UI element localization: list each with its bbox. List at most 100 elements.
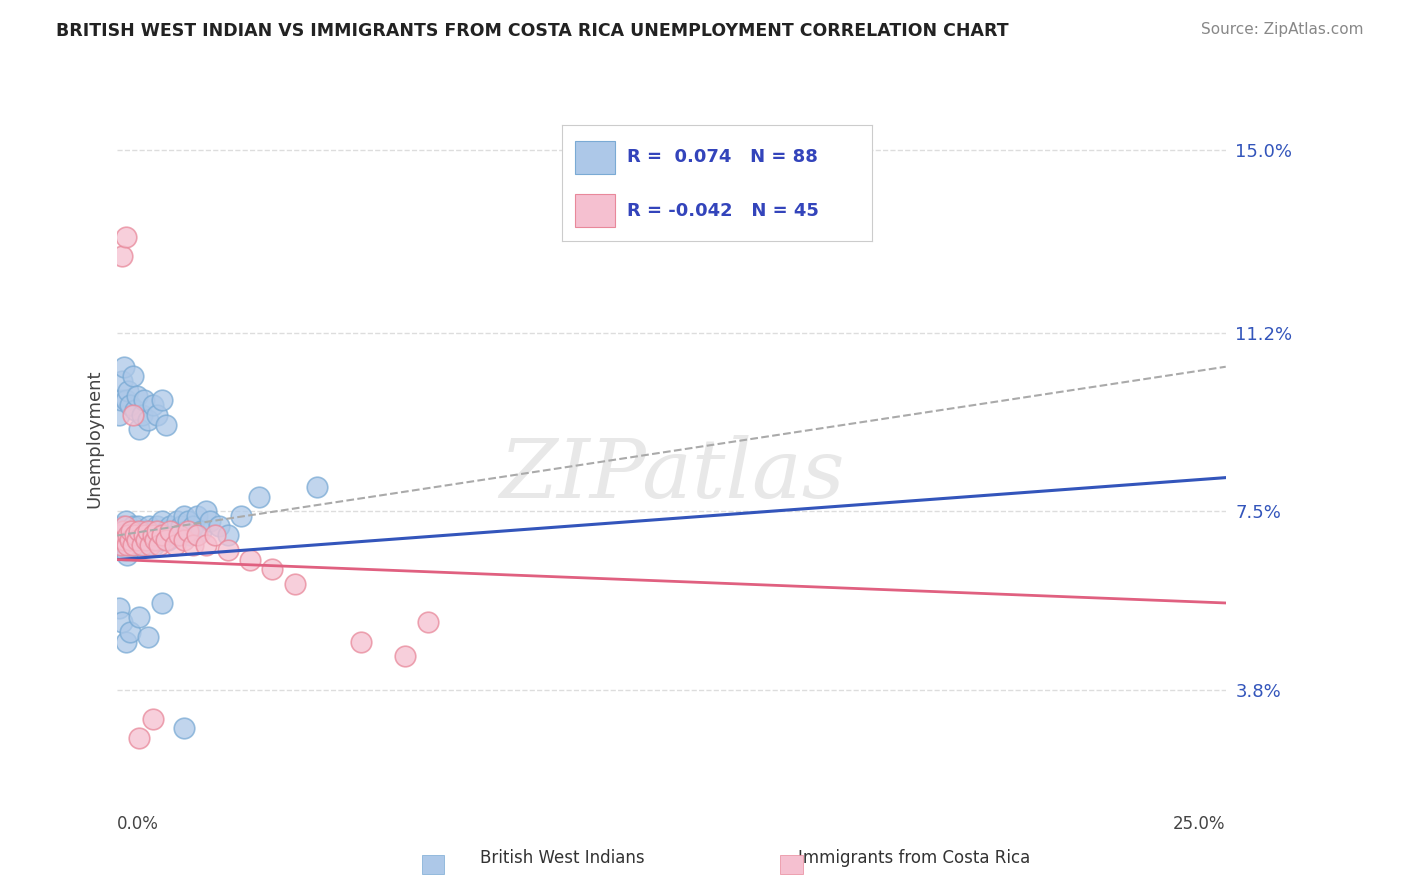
Point xyxy=(132,528,155,542)
Point xyxy=(112,533,135,548)
Point xyxy=(124,528,146,542)
Point xyxy=(150,596,173,610)
Point xyxy=(170,519,193,533)
Point xyxy=(135,533,157,548)
Point xyxy=(128,528,150,542)
Point xyxy=(350,634,373,648)
Text: R = -0.042   N = 45: R = -0.042 N = 45 xyxy=(627,202,820,219)
Point xyxy=(194,504,217,518)
Point xyxy=(217,528,239,542)
Point xyxy=(114,543,136,558)
Text: 0.0%: 0.0% xyxy=(117,815,159,833)
Bar xyxy=(575,141,614,174)
Point xyxy=(148,533,170,548)
Point xyxy=(115,548,138,562)
Text: ZIPatlas: ZIPatlas xyxy=(499,435,844,516)
Point xyxy=(152,528,174,542)
Point xyxy=(120,524,142,538)
Point xyxy=(120,624,142,639)
Point xyxy=(416,615,439,630)
Point xyxy=(115,634,138,648)
Point xyxy=(117,528,139,542)
Point xyxy=(283,576,305,591)
Point xyxy=(128,422,150,436)
Point xyxy=(159,524,181,538)
Point xyxy=(173,533,195,548)
Point xyxy=(181,538,204,552)
Point xyxy=(146,528,169,542)
Point xyxy=(142,712,165,726)
Text: British West Indians: British West Indians xyxy=(479,849,645,867)
Point xyxy=(111,533,134,548)
Point xyxy=(143,524,166,538)
Point xyxy=(121,408,143,422)
Point xyxy=(136,533,159,548)
Point xyxy=(111,519,134,533)
Point xyxy=(132,524,155,538)
Point xyxy=(159,519,181,533)
Point xyxy=(208,519,231,533)
Point xyxy=(150,514,173,528)
Point xyxy=(127,533,149,548)
Point xyxy=(146,408,169,422)
Point xyxy=(169,528,191,542)
Point xyxy=(129,538,152,552)
Point xyxy=(174,524,197,538)
Text: Source: ZipAtlas.com: Source: ZipAtlas.com xyxy=(1201,22,1364,37)
Point xyxy=(131,533,153,548)
Point xyxy=(127,519,149,533)
Point xyxy=(169,528,191,542)
Point xyxy=(115,393,138,408)
Point xyxy=(141,524,163,538)
Point xyxy=(118,533,141,548)
Bar xyxy=(575,194,614,227)
Point xyxy=(163,524,186,538)
Point xyxy=(155,533,177,548)
Point xyxy=(108,600,131,615)
Point xyxy=(143,533,166,548)
Point xyxy=(110,393,132,408)
Point xyxy=(112,524,135,538)
Point xyxy=(142,538,165,552)
Point xyxy=(136,413,159,427)
Point xyxy=(128,524,150,538)
Point xyxy=(262,562,284,576)
Point xyxy=(239,552,262,566)
Point xyxy=(162,528,184,542)
Point xyxy=(173,509,195,524)
Point xyxy=(120,533,142,548)
Point xyxy=(131,408,153,422)
Point xyxy=(142,528,165,542)
Point xyxy=(163,538,186,552)
Point xyxy=(139,538,162,552)
Point xyxy=(111,524,134,538)
Point xyxy=(177,524,200,538)
Point xyxy=(128,610,150,624)
Point xyxy=(146,524,169,538)
Point xyxy=(149,524,172,538)
Point xyxy=(132,393,155,408)
Point xyxy=(150,393,173,408)
Point xyxy=(132,528,155,542)
Point xyxy=(146,519,169,533)
Point xyxy=(135,524,157,538)
Point xyxy=(128,731,150,745)
Point xyxy=(217,543,239,558)
Point xyxy=(110,538,132,552)
Point xyxy=(177,514,200,528)
Point xyxy=(150,528,173,542)
Point xyxy=(136,524,159,538)
Point xyxy=(179,528,201,542)
Point xyxy=(108,528,131,542)
Point xyxy=(111,249,134,263)
Point xyxy=(111,374,134,388)
Point xyxy=(110,538,132,552)
Point xyxy=(181,519,204,533)
Point xyxy=(124,403,146,417)
Point xyxy=(305,480,328,494)
Point xyxy=(173,722,195,736)
Point xyxy=(231,509,253,524)
Point xyxy=(125,524,148,538)
Point xyxy=(142,528,165,542)
Point xyxy=(157,533,180,548)
